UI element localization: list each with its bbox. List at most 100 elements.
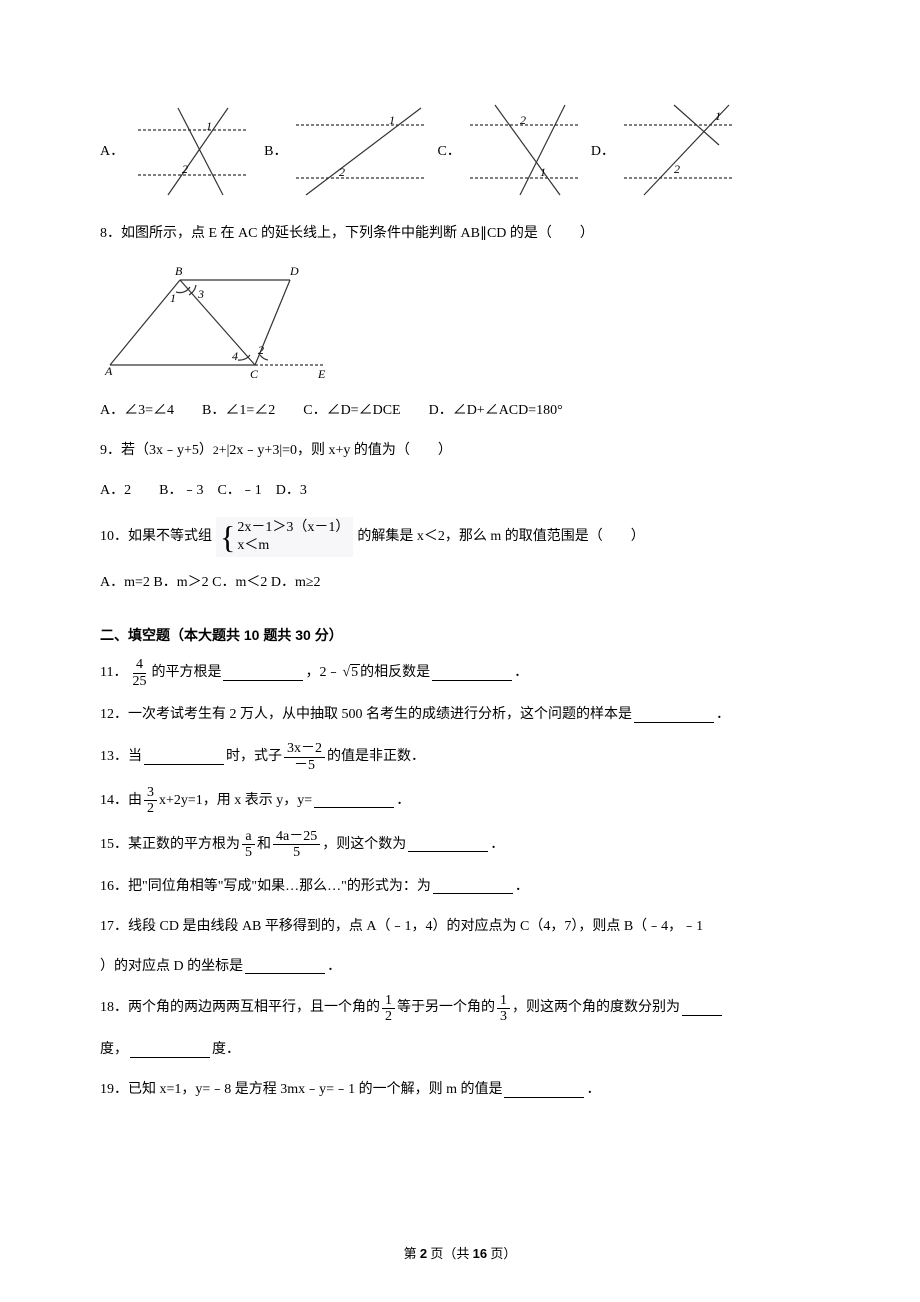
q10-options: A．m=2 B．m＞2 C．m＜2 D．m≥2 — [100, 569, 820, 597]
q9-options: A．2 B．﹣3 C．﹣1 D．3 — [100, 477, 820, 505]
pt-C: C — [250, 367, 259, 380]
q18-p5: 度． — [212, 1036, 240, 1064]
blank — [144, 750, 224, 765]
q19-p1: 19．已知 x=1，y=﹣8 是方程 3mx﹣y=﹣1 的一个解，则 m 的值是 — [100, 1076, 502, 1104]
q15-p4: ． — [490, 831, 504, 859]
q15-p1: 15．某正数的平方根为 — [100, 831, 240, 859]
page-footer: 第 2 页（共 16 页） — [100, 1243, 820, 1262]
q16-p2: ． — [515, 873, 529, 901]
q16-p1: 16．把"同位角相等"写成"如果…那么…"的形式为：为 — [100, 873, 431, 901]
q11-p5: ． — [514, 659, 528, 687]
q7-figure-b: 1 2 — [291, 100, 431, 200]
q15-p2: 和 — [257, 831, 271, 859]
q14: 14．由 3 2 x+2y=1，用 x 表示 y，y= ． — [100, 785, 820, 817]
q13: 13．当 时，式子 3x－2 －5 的值是非正数． — [100, 741, 820, 773]
angle-2: 2 — [258, 343, 264, 357]
q7-choice-b: B． 1 2 — [264, 100, 431, 200]
brace-icon: { — [220, 521, 235, 553]
q18-p2: 等于另一个角的 — [397, 994, 495, 1022]
q10-text: 10．如果不等式组 { 2x－1＞3（x－1） x＜m 的解集是 x＜2，那么 … — [100, 517, 820, 557]
q17-p2: ． — [327, 953, 341, 981]
q17-p1b: ）的对应点 D 的坐标是 — [100, 953, 243, 981]
frac-a-5: a 5 — [242, 829, 255, 861]
q12: 12．一次考试考生有 2 万人，从中抽取 500 名考生的成绩进行分析，这个问题… — [100, 701, 820, 729]
q19-p2: ． — [586, 1076, 600, 1104]
q18-p4: 度， — [100, 1036, 128, 1064]
q13-p2: 时，式子 — [226, 743, 282, 771]
q10-b: 的解集是 x＜2，那么 m 的取值范围是（ ） — [357, 523, 644, 551]
frac-4a25-5: 4a－25 5 — [273, 829, 320, 861]
q7-choices: A． 1 2 B． 1 2 C． — [100, 100, 820, 200]
pt-B: B — [175, 264, 183, 278]
q7-figure-d: 1 2 — [619, 100, 739, 200]
q18: 18．两个角的两边两两互相平行，且一个角的 1 2 等于另一个角的 1 3 ，则… — [100, 993, 820, 1025]
angle-4: 4 — [232, 349, 238, 363]
q7-choice-d: D． 1 2 — [591, 100, 739, 200]
pt-E: E — [317, 367, 326, 380]
choice-label: B． — [264, 140, 287, 160]
q8-figure: A B C D E 1 3 4 2 — [100, 260, 820, 385]
q11-p4: 的相反数是 — [360, 659, 430, 687]
angle-1-label: 1 — [206, 119, 212, 133]
frac-q13: 3x－2 －5 — [284, 741, 325, 773]
q13-p1: 13．当 — [100, 743, 142, 771]
blank — [433, 879, 513, 894]
q15: 15．某正数的平方根为 a 5 和 4a－25 5 ，则这个数为 ． — [100, 829, 820, 861]
q11-p1: 11． — [100, 659, 127, 687]
choice-label: D． — [591, 140, 615, 160]
q17-line2: ）的对应点 D 的坐标是 ． — [100, 953, 820, 981]
q12-end: ． — [716, 701, 730, 729]
q14-p2: x+2y=1，用 x 表示 y，y= — [159, 787, 312, 815]
pt-A: A — [104, 364, 113, 378]
q7-figure-a: 1 2 — [128, 100, 258, 200]
q9-a: 9．若（3x﹣y+5） — [100, 437, 213, 465]
sqrt-5: 5 — [340, 659, 360, 687]
q16: 16．把"同位角相等"写成"如果…那么…"的形式为：为 ． — [100, 873, 820, 901]
blank — [634, 708, 714, 723]
angle-2-label: 2 — [182, 162, 188, 176]
q7-figure-c: 2 1 — [465, 100, 585, 200]
choice-label: A． — [100, 140, 124, 160]
q18-p1: 18．两个角的两边两两互相平行，且一个角的 — [100, 994, 380, 1022]
blank — [504, 1083, 584, 1098]
angle-1-label: 1 — [389, 113, 395, 127]
frac-1-2: 1 2 — [382, 993, 395, 1025]
frac-4-25: 4 25 — [129, 657, 149, 689]
exam-page: A． 1 2 B． 1 2 C． — [0, 0, 920, 1302]
q18b: 度， 度． — [100, 1036, 820, 1064]
frac-3-2: 3 2 — [144, 785, 157, 817]
q7-choice-a: A． 1 2 — [100, 100, 258, 200]
section-2-title: 二、填空题（本大题共 10 题共 30 分） — [100, 625, 820, 645]
frac-1-3: 1 3 — [497, 993, 510, 1025]
blank — [682, 1001, 722, 1016]
q17-line1: 17．线段 CD 是由线段 AB 平移得到的，点 A（﹣1，4）的对应点为 C（… — [100, 913, 820, 941]
q19: 19．已知 x=1，y=﹣8 是方程 3mx﹣y=﹣1 的一个解，则 m 的值是… — [100, 1076, 820, 1104]
q10-system: { 2x－1＞3（x－1） x＜m — [216, 517, 353, 557]
q8-text: 8．如图所示，点 E 在 AC 的延长线上，下列条件中能判断 AB∥CD 的是（… — [100, 220, 820, 248]
choice-label: C． — [437, 140, 460, 160]
q11: 11． 4 25 的平方根是 ，2﹣ 5 的相反数是 ． — [100, 657, 820, 689]
blank — [408, 837, 488, 852]
q15-p3: ，则这个数为 — [322, 831, 406, 859]
angle-2-label: 2 — [339, 165, 345, 179]
blank — [245, 959, 325, 974]
q7-choice-c: C． 2 1 — [437, 100, 584, 200]
blank — [130, 1043, 210, 1058]
blank — [223, 666, 303, 681]
blank — [314, 793, 394, 808]
q12-text: 12．一次考试考生有 2 万人，从中抽取 500 名考生的成绩进行分析，这个问题… — [100, 701, 632, 729]
q9-b: +|2x﹣y+3|=0，则 x+y 的值为（ ） — [219, 437, 452, 465]
q14-p1: 14．由 — [100, 787, 142, 815]
q10-line1: 2x－1＞3（x－1） — [237, 519, 349, 537]
q10-a: 10．如果不等式组 — [100, 523, 212, 551]
q14-p3: ． — [396, 787, 410, 815]
q9-text: 9．若（3x﹣y+5）2+|2x﹣y+3|=0，则 x+y 的值为（ ） — [100, 437, 820, 465]
angle-1-label: 1 — [715, 109, 721, 123]
pt-D: D — [289, 264, 299, 278]
q11-p2: 的平方根是 — [151, 659, 221, 687]
q13-p3: 的值是非正数． — [327, 743, 425, 771]
q10-line2: x＜m — [237, 537, 349, 555]
angle-3: 3 — [197, 287, 204, 301]
angle-2-label: 2 — [674, 162, 680, 176]
blank — [432, 666, 512, 681]
